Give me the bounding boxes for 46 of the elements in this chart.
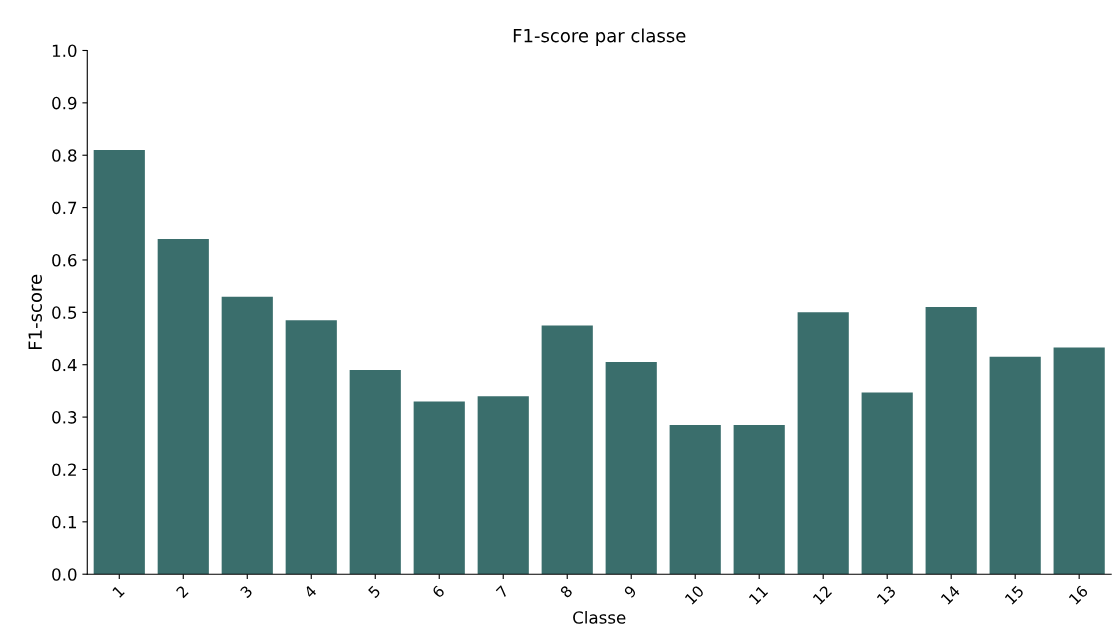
bar bbox=[925, 307, 977, 575]
x-tick-label: 3 bbox=[239, 584, 253, 599]
bar bbox=[861, 392, 913, 575]
x-tick-label: 6 bbox=[431, 584, 446, 599]
y-tick-label: 0.5 bbox=[52, 306, 77, 319]
x-tick-label: 12 bbox=[812, 585, 832, 605]
y-tick-label: 0.6 bbox=[52, 253, 77, 267]
bar bbox=[285, 320, 337, 575]
x-tick-label: 14 bbox=[940, 584, 961, 605]
x-tick-label: 15 bbox=[1004, 585, 1025, 605]
bar bbox=[669, 424, 721, 575]
bar bbox=[93, 149, 145, 575]
bar bbox=[477, 396, 529, 575]
x-tick-label: 4 bbox=[303, 584, 318, 599]
x-tick-label: 8 bbox=[559, 584, 574, 599]
x-tick-label: 7 bbox=[495, 585, 509, 599]
y-tick-label: 0.2 bbox=[52, 463, 76, 477]
x-tick-label: 5 bbox=[367, 585, 381, 599]
x-tick-label: 16 bbox=[1068, 584, 1089, 605]
y-tick-label: 0.1 bbox=[52, 515, 77, 529]
bar bbox=[349, 369, 401, 575]
bar bbox=[413, 401, 465, 575]
x-tick-label: 9 bbox=[623, 584, 638, 599]
bar bbox=[157, 239, 209, 575]
bar bbox=[605, 362, 657, 575]
x-tick-label: 2 bbox=[175, 585, 189, 599]
x-axis-title: Classe bbox=[573, 610, 626, 624]
y-tick-label: 0.4 bbox=[52, 358, 77, 372]
y-tick-label: 0.8 bbox=[52, 149, 77, 162]
chart-title: F1-score par classe bbox=[513, 28, 686, 46]
y-tick-label: 0.9 bbox=[52, 96, 77, 110]
y-tick-label: 0.7 bbox=[52, 201, 77, 215]
x-tick-label: 13 bbox=[876, 584, 897, 605]
bar bbox=[797, 312, 849, 575]
y-axis-title: F1-score bbox=[28, 274, 42, 350]
x-tick-label: 10 bbox=[684, 584, 705, 605]
bar bbox=[733, 424, 785, 575]
bar bbox=[1053, 347, 1105, 575]
y-tick-label: 1.0 bbox=[52, 44, 77, 58]
x-tick-label: 11 bbox=[748, 585, 769, 605]
y-tick-label: 0.0 bbox=[52, 568, 77, 581]
bar bbox=[989, 356, 1041, 575]
y-tick-label: 0.3 bbox=[52, 411, 77, 424]
bar bbox=[541, 325, 593, 575]
x-tick-label: 1 bbox=[112, 585, 125, 598]
bar bbox=[221, 296, 273, 575]
